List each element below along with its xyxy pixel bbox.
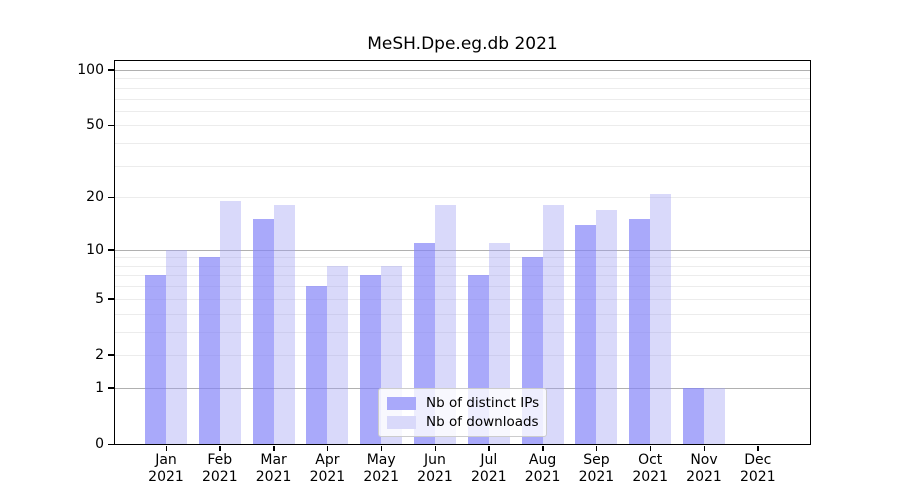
y-tick-mark-1 [108, 387, 114, 389]
gridline-100 [115, 69, 810, 71]
y-tick-label-100: 100 [77, 61, 104, 78]
bar-distinct-ips-sep [575, 224, 597, 444]
gridline-6 [115, 286, 810, 288]
legend-label-distinct-ips: Nb of distinct IPs [426, 395, 540, 411]
x-tick-label-jul: Jul 2021 [470, 452, 507, 485]
y-tick-label-5: 5 [95, 290, 104, 307]
x-tick-label-apr: Apr 2021 [309, 452, 346, 485]
chart-title: MeSH.Dpe.eg.db 2021 [367, 34, 558, 54]
bar-distinct-ips-jan [145, 275, 166, 444]
y-tick-label-20: 20 [86, 189, 104, 206]
gridline-8 [115, 265, 810, 267]
y-tick-label-10: 10 [86, 241, 104, 258]
x-tick-mark-nov [703, 446, 705, 451]
x-tick-label-feb: Feb 2021 [201, 452, 238, 485]
legend-item-distinct-ips: Nb of distinct IPs [387, 395, 540, 411]
gridline-20 [115, 197, 810, 199]
y-tick-label-50: 50 [86, 117, 104, 134]
x-tick-mark-apr [326, 446, 329, 451]
x-tick-mark-jan [165, 446, 167, 451]
x-tick-label-dec: Dec 2021 [739, 452, 776, 485]
y-tick-mark-0 [108, 443, 114, 445]
bar-distinct-ips-feb [198, 257, 220, 444]
x-tick-label-jan: Jan 2021 [148, 452, 184, 485]
gridline-70 [115, 98, 810, 100]
x-tick-mark-aug [542, 446, 544, 451]
x-tick-mark-mar [273, 446, 275, 451]
y-tick-mark-100 [108, 69, 114, 71]
bar-downloads-apr [327, 265, 349, 444]
gridline-50 [115, 125, 810, 127]
x-tick-mark-oct [649, 446, 652, 451]
gridline-3 [115, 331, 810, 333]
bar-downloads-mar [273, 205, 295, 444]
gridline-7 [115, 275, 810, 277]
x-tick-mark-may [380, 446, 383, 451]
x-tick-mark-jun [434, 446, 436, 451]
gridline-30 [115, 165, 810, 167]
y-tick-mark-5 [108, 298, 114, 300]
bar-downloads-sep [596, 209, 618, 444]
bar-downloads-nov [704, 387, 725, 444]
gridline-40 [115, 143, 810, 145]
gridline-10 [115, 249, 810, 251]
bar-downloads-oct [650, 193, 672, 444]
x-tick-mark-sep [595, 446, 598, 451]
legend-item-downloads: Nb of downloads [387, 414, 539, 430]
gridline-60 [115, 110, 810, 112]
y-tick-mark-10 [108, 249, 114, 251]
y-tick-label-2: 2 [95, 346, 104, 363]
gridline-9 [115, 257, 810, 259]
y-tick-mark-20 [108, 196, 114, 199]
bar-downloads-aug [542, 205, 564, 444]
x-tick-mark-jul [488, 446, 490, 451]
x-tick-label-jun: Jun 2021 [417, 452, 453, 485]
x-tick-label-aug: Aug 2021 [524, 452, 561, 485]
y-tick-label-1: 1 [95, 379, 104, 396]
bar-distinct-ips-mar [252, 219, 274, 444]
x-tick-label-oct: Oct 2021 [632, 452, 669, 485]
y-tick-mark-50 [108, 124, 114, 127]
gridline-2 [115, 354, 810, 356]
y-tick-label-0: 0 [95, 436, 104, 452]
bar-distinct-ips-apr [306, 286, 328, 444]
bar-downloads-feb [219, 201, 241, 444]
x-tick-mark-feb [219, 446, 221, 451]
x-tick-label-nov: Nov 2021 [686, 452, 722, 485]
x-tick-label-may: May 2021 [363, 452, 400, 485]
gridline-80 [115, 87, 810, 89]
legend-label-downloads: Nb of downloads [426, 414, 539, 430]
gridline-5 [115, 298, 810, 300]
x-tick-mark-dec [757, 446, 759, 451]
bar-downloads-jun [435, 205, 456, 444]
x-tick-label-mar: Mar 2021 [255, 452, 292, 485]
gridline-90 [115, 78, 810, 80]
bar-distinct-ips-nov [683, 387, 704, 444]
x-tick-label-sep: Sep 2021 [578, 452, 615, 485]
bar-distinct-ips-oct [629, 219, 651, 444]
plot-area: Nb of distinct IPs Nb of downloads [114, 60, 811, 445]
legend-swatch-downloads [387, 415, 416, 429]
y-tick-mark-2 [108, 354, 114, 356]
legend: Nb of distinct IPs Nb of downloads [378, 388, 547, 437]
legend-swatch-distinct-ips [387, 396, 416, 410]
gridline-4 [115, 313, 810, 315]
bar-downloads-jan [166, 249, 187, 444]
bar-distinct-ips-may [360, 275, 382, 444]
